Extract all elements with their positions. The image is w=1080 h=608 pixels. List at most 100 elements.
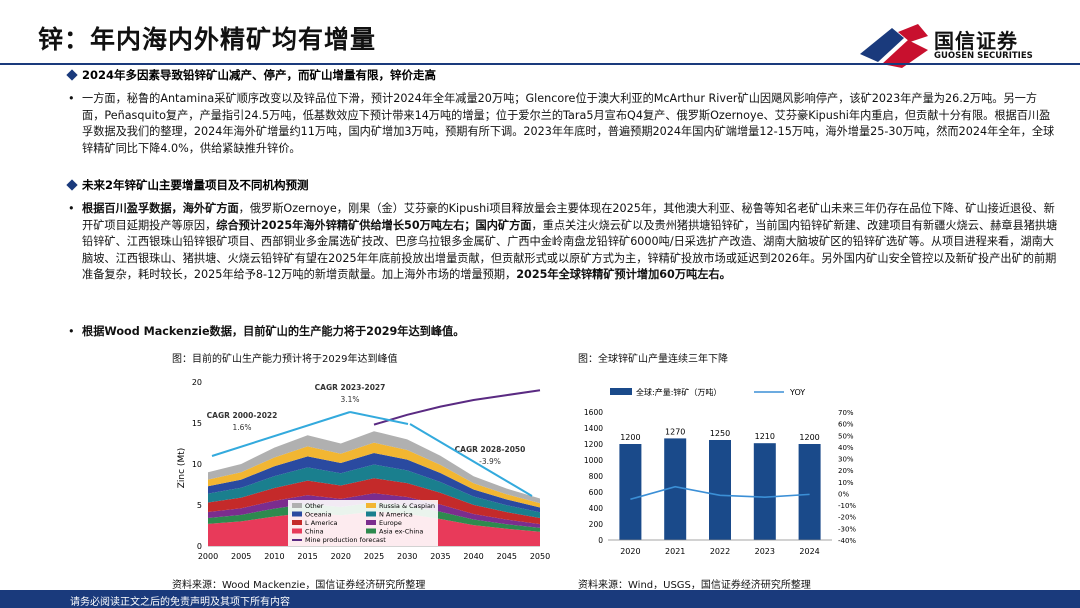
bar-value-label: 1210 <box>755 432 775 441</box>
section-3-paragraph: • 根据Wood Mackenzie数据，目前矿山的生产能力将于2029年达到峰… <box>68 324 1058 341</box>
right-y2tick-label: -30% <box>838 525 856 533</box>
right-y2tick-label: -10% <box>838 502 856 510</box>
logo-mark-icon <box>860 24 928 68</box>
right-chart-caption: 图：全球锌矿山产量连续三年下降 <box>578 354 728 365</box>
left-ytick-label: 0 <box>197 542 202 551</box>
section-heading-1: 2024年多因素导致铅锌矿山减产、停产，而矿山增量有限，锌价走高 <box>66 67 437 83</box>
legend-label-line: YOY <box>789 388 805 397</box>
cagr-label: CAGR 2000-2022 <box>207 411 278 420</box>
footer-bar: 请务必阅读正文之后的免责声明及其项下所有内容 <box>0 590 1080 608</box>
cagr-value: 1.6% <box>232 423 251 432</box>
area-layer <box>208 442 540 508</box>
right-xtick-label: 2020 <box>620 547 640 556</box>
section-2-text-1: ，俄罗斯Ozernoye，刚果（金）艾芬豪的Kipushi项目释放量会主要体现在… <box>82 202 1055 232</box>
left-xtick-label: 2040 <box>463 552 483 561</box>
right-xtick-label: 2021 <box>665 547 685 556</box>
left-xtick-label: 2000 <box>198 552 218 561</box>
bullet-dot-icon: • <box>68 325 75 338</box>
legend-swatch <box>366 511 376 517</box>
bar-value-label: 1250 <box>710 429 730 438</box>
bar <box>619 444 642 540</box>
right-y2tick-label: 50% <box>838 432 854 440</box>
section-2-text-2: ，重点关注火烧云矿以及贵州猪拱塘铅锌矿，当前国内铅锌矿新建、改建项目有新疆火烧云… <box>82 218 1058 282</box>
left-chart-source: 资料来源：Wood Mackenzie，国信证券经济研究所整理 <box>172 580 426 591</box>
legend-label: Mine production forecast <box>305 536 386 544</box>
footer-disclaimer: 请务必阅读正文之后的免责声明及其项下所有内容 <box>70 597 290 608</box>
section-2-bold-1: 根据百川盈孚数据，海外矿方面 <box>82 202 239 215</box>
section-2-paragraph: • 根据百川盈孚数据，海外矿方面，俄罗斯Ozernoye，刚果（金）艾芬豪的Ki… <box>68 201 1058 284</box>
section-heading-2: 未来2年锌矿山主要增量项目及不同机构预测 <box>66 177 309 193</box>
left-xtick-label: 2035 <box>430 552 450 561</box>
section-heading-1-text: 2024年多因素导致铅锌矿山减产、停产，而矿山增量有限，锌价走高 <box>82 68 437 82</box>
trend-arrow-1 <box>211 411 351 457</box>
section-1-text: 一方面，秘鲁的Antamina采矿顺序改变以及锌品位下滑，预计2024年全年减量… <box>82 92 1055 155</box>
right-y2tick-label: -20% <box>838 514 856 522</box>
logo-text-en: GUOSEN SECURITIES <box>934 51 1033 61</box>
bar-value-label: 1270 <box>665 427 685 436</box>
yoy-line <box>630 485 810 501</box>
bar <box>798 444 821 540</box>
legend-swatch <box>366 520 376 525</box>
right-xtick-label: 2023 <box>755 547 775 556</box>
legend-swatch <box>292 520 302 525</box>
trend-arrow-2 <box>349 411 409 425</box>
left-xtick-label: 2005 <box>231 552 251 561</box>
right-ytick-label: 0 <box>598 536 603 545</box>
legend-swatch <box>366 528 376 534</box>
right-xtick-label: 2022 <box>710 547 730 556</box>
legend-label: Oceania <box>305 511 332 519</box>
cagr-label: CAGR 2028-2050 <box>455 445 526 454</box>
left-xtick-label: 2025 <box>364 552 384 561</box>
left-legend-box <box>288 500 438 546</box>
right-y2tick-label: 70% <box>838 409 854 417</box>
bar <box>664 438 687 540</box>
legend-label: Other <box>305 502 324 510</box>
area-layer <box>208 464 540 518</box>
legend-label: N America <box>379 511 413 519</box>
left-ytick-label: 20 <box>192 378 202 387</box>
logo-text-cn: 国信证券 <box>934 29 1018 53</box>
area-layer <box>208 478 540 525</box>
right-y2tick-label: 20% <box>838 467 854 475</box>
trend-arrow-3 <box>409 423 533 497</box>
right-ytick-label: 600 <box>589 488 604 497</box>
left-chart-ylabel: Zinc (Mt) <box>177 448 187 489</box>
left-xtick-label: 2030 <box>397 552 417 561</box>
bullet-dot-icon: • <box>68 202 75 215</box>
right-y2tick-label: -40% <box>838 537 856 545</box>
right-ytick-label: 800 <box>589 472 604 481</box>
legend-label: L America <box>305 519 338 527</box>
right-ytick-label: 1000 <box>584 456 603 465</box>
legend-label: Russia & Caspian <box>379 502 435 510</box>
section-1-paragraph: • 一方面，秘鲁的Antamina采矿顺序改变以及锌品位下滑，预计2024年全年… <box>68 91 1058 157</box>
legend-swatch <box>292 528 302 534</box>
brand-logo: 国信证券 GUOSEN SECURITIES <box>858 24 1058 68</box>
right-ytick-label: 1600 <box>584 408 603 417</box>
right-bar-chart: 全球:产量:锌矿（万吨） YOY 0 200 400 600 800 1000 1200 140… <box>574 368 860 573</box>
left-xtick-label: 2050 <box>530 552 550 561</box>
right-y2tick-label: 30% <box>838 456 854 464</box>
legend-label: China <box>305 528 324 536</box>
title-divider <box>0 63 1080 65</box>
diamond-bullet-icon <box>66 179 78 191</box>
legend-label-bar: 全球:产量:锌矿（万吨） <box>636 387 721 397</box>
legend-label: Europe <box>379 519 402 527</box>
left-ytick-label: 15 <box>192 419 202 428</box>
cagr-label: CAGR 2023-2027 <box>315 383 386 392</box>
left-ytick-label: 10 <box>192 460 202 469</box>
right-ytick-label: 400 <box>589 504 604 513</box>
left-xtick-label: 2010 <box>264 552 284 561</box>
section-heading-2-text: 未来2年锌矿山主要增量项目及不同机构预测 <box>82 178 309 192</box>
bar-value-label: 1200 <box>799 433 819 442</box>
section-3-bold: 根据Wood Mackenzie数据，目前矿山的生产能力将于2029年达到峰值。 <box>82 325 465 338</box>
bar-value-label: 1200 <box>620 433 640 442</box>
legend-swatch <box>292 503 302 508</box>
right-y2tick-label: 60% <box>838 421 854 429</box>
right-chart-source: 资料来源：Wind，USGS，国信证券经济研究所整理 <box>578 580 811 591</box>
right-ytick-label: 200 <box>589 520 604 529</box>
left-area-chart: Zinc (Mt) 0 5 10 15 20 2000 2005 2010 2015 2020 2… <box>170 368 550 573</box>
right-ytick-label: 1200 <box>584 440 603 449</box>
right-y2tick-label: 0% <box>838 490 849 498</box>
bar <box>709 440 731 540</box>
right-y2tick-label: 40% <box>838 444 854 452</box>
